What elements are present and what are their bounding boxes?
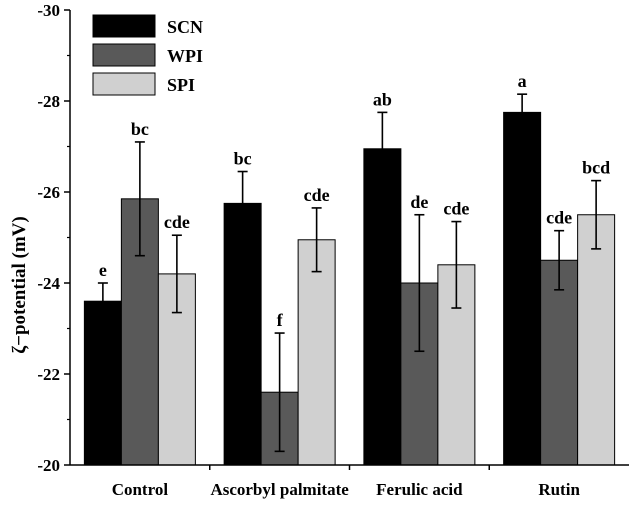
legend-label-spi: SPI: [167, 75, 195, 95]
bar-wpi-3: [540, 259, 579, 466]
significance-label-scn-1: bc: [234, 149, 252, 169]
significance-label-scn-0: e: [99, 260, 107, 280]
bar-spi-1: [297, 239, 336, 466]
x-tick-label: Ferulic acid: [376, 480, 463, 499]
axes: -20 -22 -24 -26 -28 -30 Control Ascorbyl palmit…: [37, 1, 629, 499]
legend-swatch-spi: [92, 72, 156, 96]
significance-label-scn-3: a: [518, 71, 527, 91]
bar-spi-3: [577, 214, 616, 466]
x-tick-label: Control: [112, 480, 169, 499]
y-tick-label: -26: [37, 183, 60, 202]
bar-scn-3: [503, 111, 542, 466]
significance-label-spi-3: bcd: [582, 158, 610, 178]
legend: SCN WPI SPI: [92, 14, 203, 96]
significance-label-spi-2: cde: [443, 199, 469, 219]
x-tick-label: Rutin: [538, 480, 580, 499]
y-tick-label: -20: [37, 456, 60, 475]
significance-label-spi-0: cde: [164, 212, 190, 232]
significance-label-wpi-0: bc: [131, 119, 149, 139]
bar-scn-0: [83, 300, 122, 466]
significance-label-wpi-3: cde: [546, 208, 572, 228]
y-tick-label: -22: [37, 365, 60, 384]
significance-label-wpi-1: f: [277, 310, 284, 330]
y-tick-label: -24: [37, 274, 60, 293]
significance-label-wpi-2: de: [410, 192, 428, 212]
legend-label-wpi: WPI: [167, 46, 203, 66]
significance-label-spi-1: cde: [304, 185, 330, 205]
y-tick-label: -30: [37, 1, 60, 20]
y-axis-title: ζ−potential (mV): [9, 216, 30, 353]
bar-scn-1: [223, 202, 262, 466]
x-tick-label: Ascorbyl palmitate: [210, 480, 349, 499]
bar-scn-2: [363, 148, 402, 466]
y-tick-label: -28: [37, 92, 60, 111]
legend-swatch-scn: [92, 14, 156, 38]
legend-label-scn: SCN: [167, 17, 203, 37]
significance-label-scn-2: ab: [373, 89, 392, 109]
legend-swatch-wpi: [92, 43, 156, 67]
